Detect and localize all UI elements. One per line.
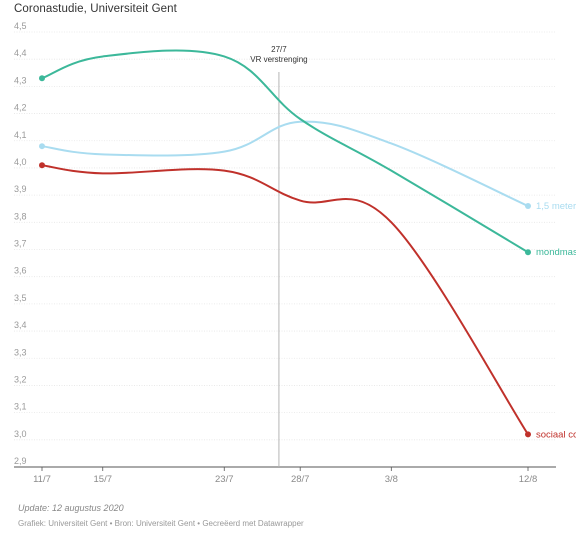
x-tick-label: 11/7 [33, 474, 51, 485]
annotation-label-text: VR verstrenging [250, 55, 307, 64]
series-end-point [525, 249, 531, 256]
y-tick-label: 3,3 [14, 347, 27, 357]
grid [14, 31, 556, 468]
update-note: Update: 12 augustus 2020 [18, 503, 124, 513]
y-tick-label: 3,1 [14, 402, 27, 412]
x-tick-label: 12/8 [519, 474, 538, 485]
x-axis-ticks: 11/7 15/7 23/7 28/7 3/8 12/8 [33, 467, 537, 485]
series-line [41, 120, 529, 207]
y-tick-label: 2,9 [14, 456, 27, 466]
x-tick-label: 3/8 [385, 474, 398, 485]
series-label: mondmasker [536, 247, 576, 258]
y-tick-label: 4,2 [14, 103, 27, 113]
series-end-point [525, 203, 531, 209]
series-start-point [39, 75, 45, 82]
series-group: 1,5 meter mondmasker sociaal contact [39, 49, 576, 440]
y-tick-label: 3,0 [14, 429, 27, 439]
series-line [41, 49, 529, 254]
y-tick-label: 3,4 [14, 320, 27, 330]
y-tick-label: 3,7 [14, 239, 27, 249]
series-label: sociaal contact [536, 429, 576, 440]
x-tick-label: 23/7 [215, 474, 234, 485]
series-line [41, 164, 529, 436]
line-chart: 4,5 4,4 4,3 4,2 4,1 4,0 3,9 3,8 3,7 3,6 3,5 3,4 3,3 3… [14, 21, 576, 485]
chart-title: Coronastudie, Universiteit Gent [14, 3, 177, 15]
y-axis-ticks: 4,5 4,4 4,3 4,2 4,1 4,0 3,9 3,8 3,7 3,6 3,5 3,4 3,3 3… [14, 21, 27, 466]
y-tick-label: 3,6 [14, 266, 27, 276]
y-tick-label: 3,5 [14, 293, 27, 303]
series-start-point [39, 143, 45, 150]
y-tick-label: 3,2 [14, 374, 27, 384]
y-tick-label: 4,0 [14, 157, 27, 167]
y-tick-label: 3,8 [14, 211, 27, 221]
y-tick-label: 4,5 [14, 21, 27, 31]
annotation: 27/7VR verstrenging [250, 45, 308, 467]
y-tick-label: 4,3 [14, 75, 27, 85]
credit-note: Grafiek: Universiteit Gent • Bron: Unive… [18, 519, 304, 528]
x-tick-label: 28/7 [291, 474, 310, 485]
y-tick-label: 3,9 [14, 184, 27, 194]
series-start-point [39, 162, 45, 169]
y-tick-label: 4,1 [14, 130, 27, 140]
x-tick-label: 15/7 [94, 474, 113, 485]
annotation-label-date: 27/7 [271, 45, 287, 54]
y-tick-label: 4,4 [14, 48, 27, 58]
series-label: 1,5 meter [536, 201, 576, 212]
series-end-point [525, 431, 531, 438]
